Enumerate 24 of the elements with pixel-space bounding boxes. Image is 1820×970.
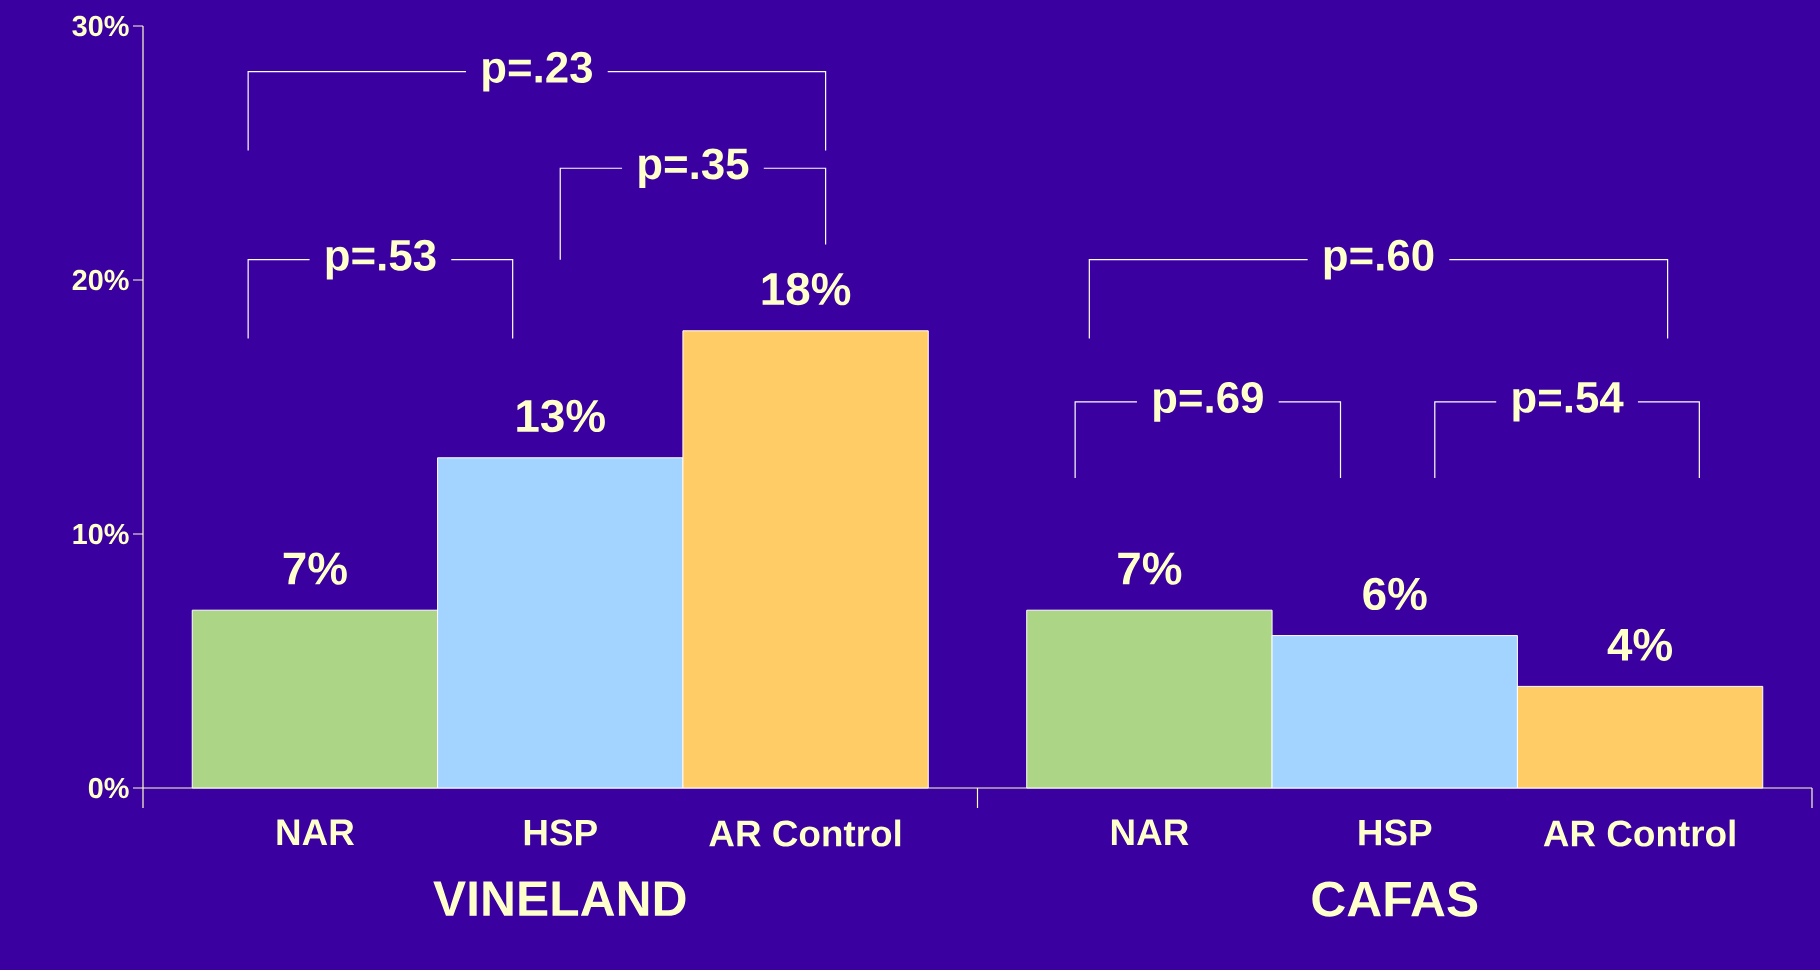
data-label: 13%: [517, 399, 605, 433]
data-label: 7%: [283, 552, 347, 585]
series-label: NAR: [277, 819, 355, 845]
annotation: p=.35: [639, 148, 749, 189]
text: HSP: [1359, 819, 1432, 846]
annotation: p=.23: [483, 51, 592, 92]
data-label: 7%: [1118, 552, 1182, 585]
data-label: 4%: [1607, 628, 1672, 661]
data-label: 6%: [1363, 577, 1427, 611]
y-tick-label: 10%: [73, 523, 129, 545]
text: AR Control: [1543, 819, 1735, 847]
annotation: p=.60: [1324, 239, 1434, 280]
x-tick-label: CAFAS: [1312, 881, 1478, 917]
series-label: HSP: [524, 819, 597, 846]
y-tick-label: 30%: [72, 15, 129, 37]
data-label: 18%: [762, 272, 851, 306]
series-label: AR Control: [709, 819, 901, 847]
annotation: p=.54: [1513, 382, 1624, 422]
text: NAR: [1111, 819, 1189, 845]
annotation: p=.69: [1154, 382, 1263, 422]
y-tick-label: 0%: [88, 777, 129, 799]
y-tick-label: 20%: [72, 269, 129, 291]
annotation: p=.53: [326, 239, 436, 280]
x-tick-label: VINELAND: [433, 881, 686, 916]
